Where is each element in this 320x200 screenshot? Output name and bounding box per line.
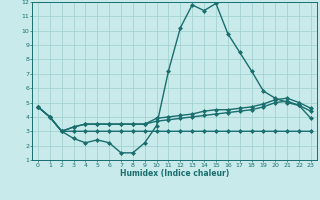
X-axis label: Humidex (Indice chaleur): Humidex (Indice chaleur) <box>120 169 229 178</box>
